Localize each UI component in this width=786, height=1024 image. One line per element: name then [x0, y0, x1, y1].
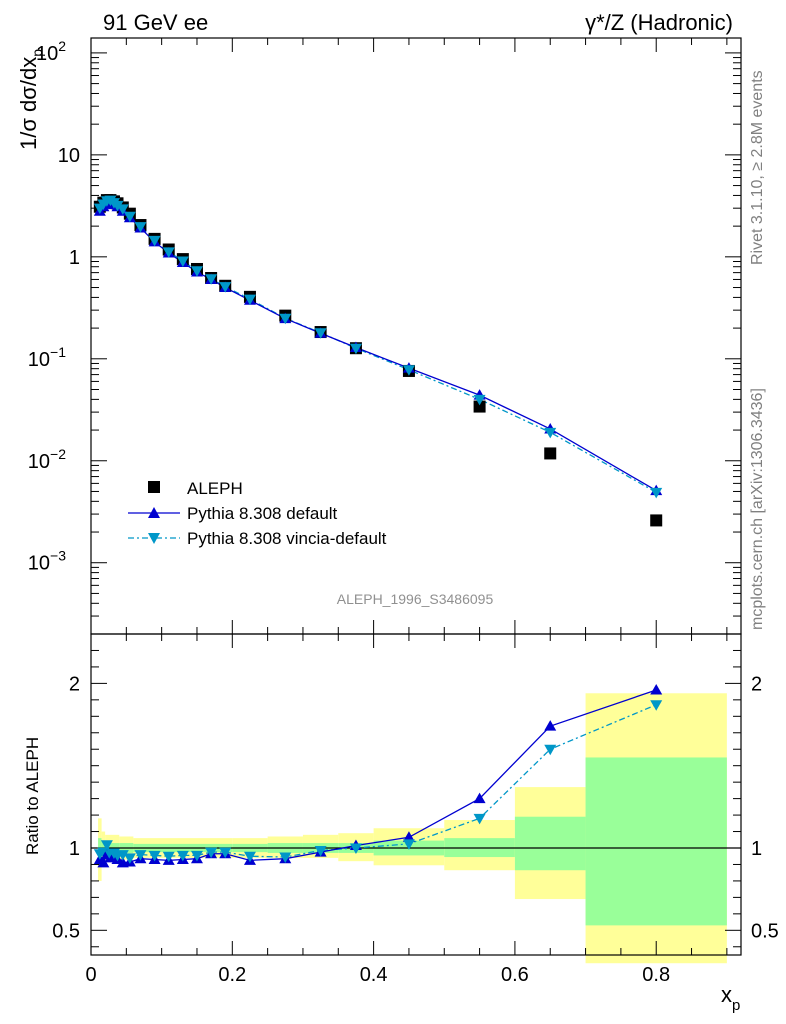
ratio-point-vincia	[190, 850, 203, 862]
point-vincia	[176, 256, 189, 268]
ratio-y-tick-label-left: 1	[69, 838, 80, 860]
point-vincia	[134, 222, 147, 233]
ratio-y-tick-label-left: 2	[69, 673, 80, 695]
line-vincia	[99, 199, 657, 493]
point-vincia	[314, 328, 327, 339]
y-tick-label: 102	[36, 38, 66, 65]
ratio-point-vincia	[162, 851, 175, 863]
point-vincia	[279, 313, 292, 325]
point-aleph	[650, 514, 663, 527]
point-vincia	[243, 294, 256, 306]
point-vincia	[473, 394, 486, 406]
line-default	[99, 202, 657, 492]
ratio-point-vincia	[314, 845, 327, 857]
ratio-point-vincia	[205, 847, 218, 859]
point-vincia	[402, 365, 415, 376]
x-tick-label: 0.4	[360, 964, 388, 986]
ratio-point-vincia	[100, 840, 113, 851]
ratio-point-vincia	[176, 850, 189, 862]
ratio-point-vincia	[243, 851, 256, 863]
ratio-point-vincia	[349, 843, 362, 854]
ratio-y-tick-label-right: 1	[751, 838, 762, 860]
y-tick-label: 10−1	[28, 344, 66, 371]
point-vincia	[162, 247, 175, 258]
mcplots-label: mcplots.cern.ch [arXiv:1306.3436]	[749, 388, 766, 630]
point-vincia	[544, 427, 557, 439]
point-vincia	[219, 282, 232, 293]
ratio-point-default	[473, 792, 486, 804]
header-left: 91 GeV ee	[103, 10, 208, 35]
legend-label-default: Pythia 8.308 default	[187, 504, 338, 523]
ratio-point-default	[97, 856, 110, 868]
y-tick-label: 10−3	[28, 548, 66, 575]
point-aleph	[544, 447, 557, 460]
legend-marker-default	[148, 507, 160, 518]
main-ylabel: 1/σ dσ/dxp	[16, 49, 45, 150]
legend: ALEPH Pythia 8.308 default Pythia 8.308 …	[128, 479, 387, 548]
x-tick-label: 0	[85, 964, 96, 986]
ratio-point-default	[544, 720, 557, 731]
legend-marker-aleph	[148, 481, 160, 493]
legend-label-vincia: Pythia 8.308 vincia-default	[187, 529, 387, 548]
point-vincia	[190, 266, 203, 277]
legend-marker-vincia	[148, 533, 160, 544]
ratio-point-vincia	[544, 744, 557, 756]
ratio-point-default	[402, 831, 415, 842]
analysis-watermark: ALEPH_1996_S3486095	[337, 591, 494, 607]
ratio-y-tick-label-right: 2	[751, 673, 762, 695]
ratio-y-tick-label-left: 0.5	[52, 920, 80, 942]
band-inner-11	[514, 816, 586, 871]
ratio-point-vincia	[219, 847, 232, 859]
ratio-point-vincia	[134, 850, 147, 861]
point-vincia	[349, 343, 362, 355]
y-tick-label: 10	[58, 145, 80, 167]
point-vincia	[650, 487, 663, 499]
ratio-point-vincia	[402, 839, 415, 850]
ratio-y-tick-label-right: 0.5	[751, 920, 779, 942]
rivet-label: Rivet 3.1.10, ≥ 2.8M events	[749, 70, 766, 265]
point-vincia	[205, 274, 218, 285]
x-tick-label: 0.8	[642, 964, 670, 986]
ratio-frame	[90, 633, 742, 956]
y-tick-label: 10−2	[28, 446, 66, 473]
main-panel: 102 10 1 10−1 10−2 10−3	[28, 37, 742, 635]
x-tick-label: 0.6	[501, 964, 529, 986]
header-right: γ*/Z (Hadronic)	[585, 10, 733, 35]
ratio-line-vincia	[99, 704, 657, 859]
ratio-point-vincia	[123, 853, 136, 864]
x-tick-label: 0.2	[218, 964, 246, 986]
ratio-point-vincia	[279, 852, 292, 864]
y-tick-label: 1	[69, 247, 80, 269]
point-vincia	[116, 204, 129, 215]
ratio-point-vincia	[148, 850, 161, 862]
ratio-point-vincia	[650, 700, 663, 711]
x-axis-title: xp	[721, 982, 740, 1014]
point-aleph	[473, 400, 486, 413]
ratio-ylabel: Ratio to ALEPH	[23, 737, 42, 855]
ratio-point-vincia	[116, 850, 129, 861]
point-vincia	[123, 211, 136, 223]
ratio-point-default	[650, 683, 663, 695]
ratio-point-vincia	[473, 813, 486, 825]
point-vincia	[111, 200, 124, 212]
legend-label-aleph: ALEPH	[187, 479, 243, 498]
point-vincia	[148, 235, 161, 247]
ratio-panel: 0 0.2 0.4 0.6 0.8 0.5 0.5 1 1 2 2	[52, 633, 779, 986]
band-inner-12	[585, 757, 727, 926]
